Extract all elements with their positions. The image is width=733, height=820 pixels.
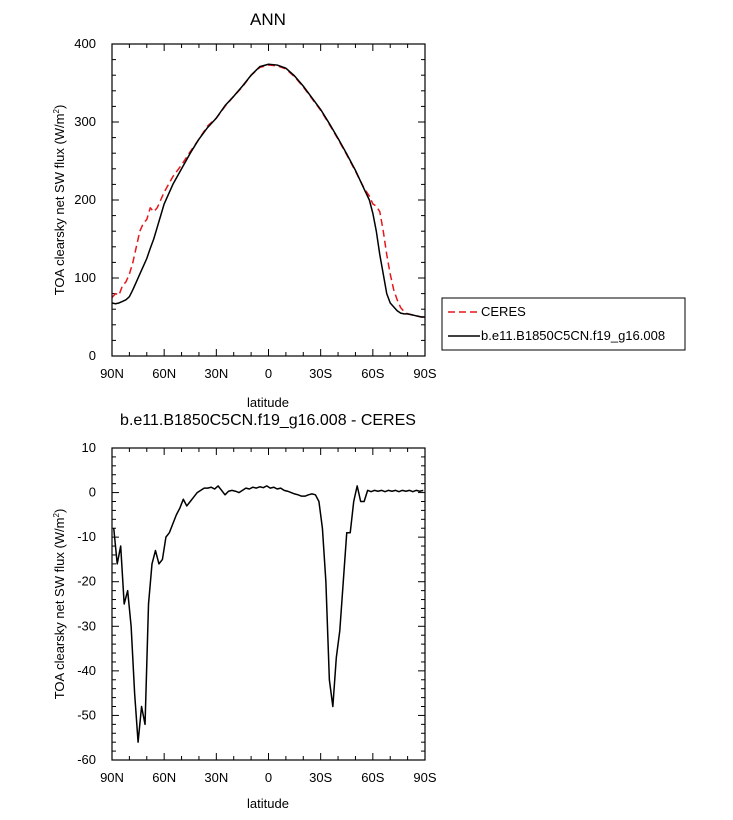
series-line-difference-0: [112, 485, 424, 743]
x-tick-label: 60N: [152, 366, 176, 381]
x-tick-label: 60S: [361, 770, 384, 785]
chart-panel-ann: ANN latitude TOA clearsky net SW flux (W…: [52, 10, 437, 410]
legend-box: [441, 297, 686, 351]
x-axis-label: latitude: [247, 395, 289, 410]
y-axis-label: TOA clearsky net SW flux (W/m2): [52, 105, 67, 296]
y-tick-label: -50: [77, 707, 96, 722]
y-tick-label: -30: [77, 618, 96, 633]
y-tick-label: -20: [77, 574, 96, 589]
series-line-b-e11-b1850c5cn-f19-g16-008: [111, 63, 425, 318]
x-tick-label: 90S: [413, 770, 436, 785]
x-tick-label: 90N: [100, 770, 124, 785]
legend: CERES b.e11.B1850C5CN.f19_g16.008: [441, 297, 686, 351]
x-tick-label: 60S: [361, 366, 384, 381]
y-tick-label: 300: [74, 114, 96, 129]
y-tick-label: 0: [89, 348, 96, 363]
x-tick-label: 30S: [309, 366, 332, 381]
chart-panel-difference: b.e11.B1850C5CN.f19_g16.008 - CERES lati…: [52, 412, 437, 811]
y-tick-label: 200: [74, 192, 96, 207]
y-tick-label: -60: [77, 752, 96, 767]
x-tick-label: 0: [265, 366, 272, 381]
series-line-ceres: [111, 64, 425, 318]
x-tick-label: 30N: [204, 770, 228, 785]
chart-title: b.e11.B1850C5CN.f19_g16.008 - CERES: [120, 412, 416, 429]
plot-frame: [111, 447, 426, 761]
y-tick-label: -10: [77, 529, 96, 544]
y-tick-label: 100: [74, 270, 96, 285]
x-tick-label: 0: [265, 770, 272, 785]
x-axis-label: latitude: [247, 796, 289, 811]
y-tick-label: 10: [82, 440, 96, 455]
chart-title: ANN: [250, 10, 286, 29]
x-tick-label: 90N: [100, 366, 124, 381]
x-tick-label: 30N: [204, 366, 228, 381]
x-tick-label: 90S: [413, 366, 436, 381]
plot-frame: [111, 43, 426, 357]
y-tick-label: 400: [74, 36, 96, 51]
legend-label-ceres: CERES: [481, 304, 526, 319]
legend-label-model: b.e11.B1850C5CN.f19_g16.008: [481, 328, 665, 343]
y-tick-label: 0: [89, 485, 96, 500]
x-tick-label: 30S: [309, 770, 332, 785]
x-tick-label: 60N: [152, 770, 176, 785]
y-tick-label: -40: [77, 663, 96, 678]
y-axis-label: TOA clearsky net SW flux (W/m2): [52, 509, 67, 700]
